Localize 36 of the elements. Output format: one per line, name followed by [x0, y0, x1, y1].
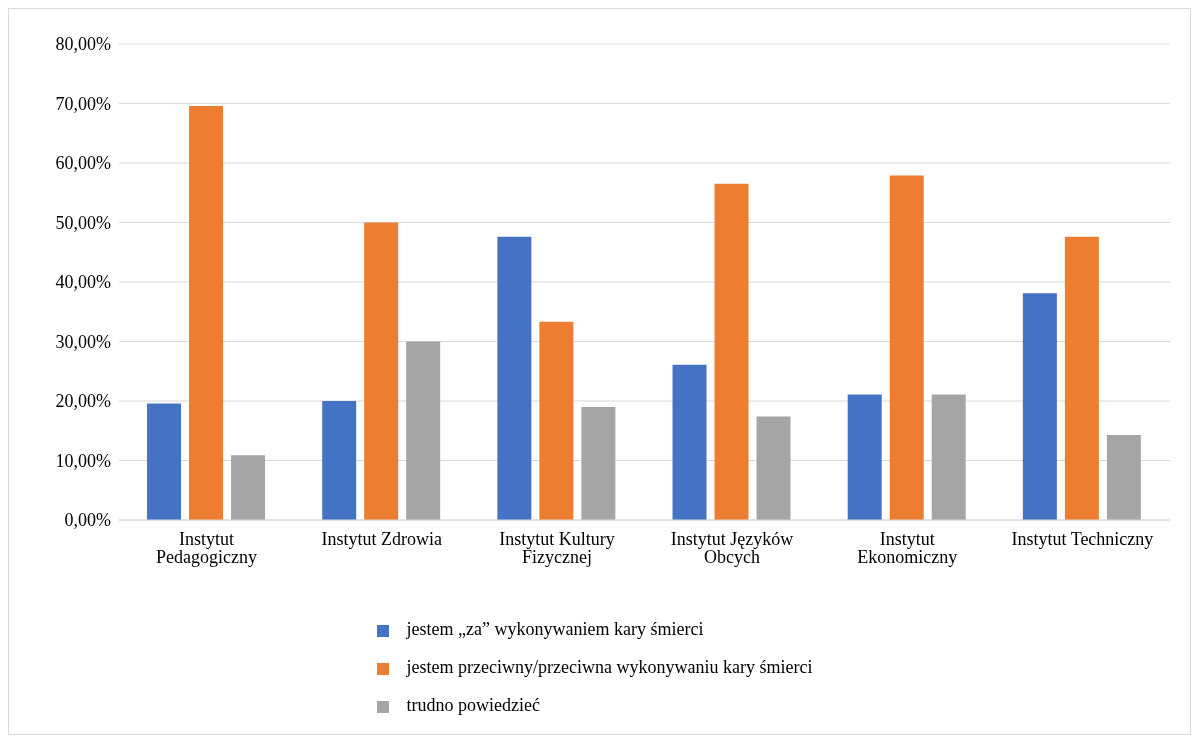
x-tick-label: Instytut Języków Obcych: [670, 528, 794, 567]
x-tick-label: Instytut Ekonomiczny: [857, 528, 958, 567]
bar: [714, 183, 749, 520]
y-tick-label: 40,00%: [55, 272, 111, 293]
legend-label: jestem „za” wykonywaniem kary śmierci: [406, 619, 704, 639]
bar: [406, 341, 441, 520]
bar: [322, 401, 357, 520]
y-tick-label: 20,00%: [55, 391, 111, 412]
x-tick-label: Instytut Pedagogiczny: [156, 528, 258, 567]
bar: [231, 455, 266, 520]
x-tick-label: Instytut Techniczny: [1011, 528, 1154, 549]
bar: [1022, 293, 1057, 520]
y-tick-label: 60,00%: [55, 153, 111, 174]
bar: [672, 364, 707, 520]
bar: [189, 105, 224, 520]
y-tick-label: 50,00%: [55, 212, 111, 233]
bar: [364, 222, 399, 520]
y-tick-label: 0,00%: [64, 510, 111, 531]
y-tick-label: 10,00%: [55, 450, 111, 471]
bar: [756, 416, 791, 520]
legend-label: jestem przeciwny/przeciwna wykonywaniu kary śmierci: [406, 657, 813, 677]
bar: [847, 394, 882, 520]
legend-label: trudno powiedzieć: [406, 695, 541, 715]
bar: [1106, 434, 1141, 520]
bar: [497, 236, 532, 520]
bar: [1064, 236, 1099, 520]
x-tick-label: Instytut Zdrowia: [321, 528, 442, 549]
y-tick-label: 80,00%: [55, 34, 111, 55]
bar: [889, 175, 924, 520]
x-tick-label: Instytut Kultury Fizycznej: [499, 528, 615, 567]
bar: [147, 403, 182, 520]
bar: [581, 406, 616, 520]
y-tick-label: 30,00%: [55, 331, 111, 352]
y-tick-label: 70,00%: [55, 93, 111, 114]
bar: [539, 321, 574, 520]
bar: [931, 394, 966, 520]
